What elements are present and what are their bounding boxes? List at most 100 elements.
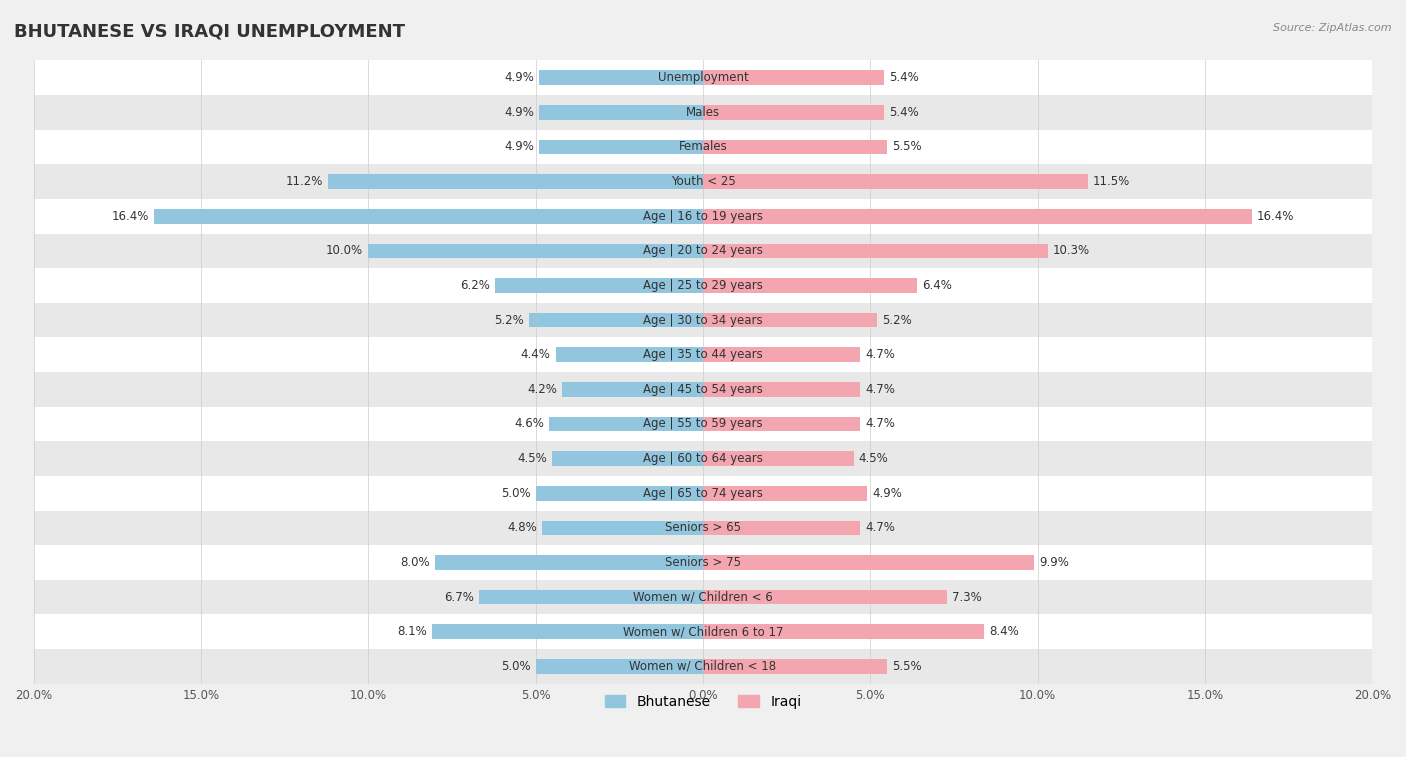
Bar	[703, 486, 868, 500]
Bar	[34, 580, 1372, 615]
Bar	[34, 61, 1372, 95]
Text: 4.7%: 4.7%	[865, 522, 896, 534]
Legend: Bhutanese, Iraqi: Bhutanese, Iraqi	[599, 689, 807, 714]
Text: 10.0%: 10.0%	[326, 245, 363, 257]
Bar	[555, 347, 703, 362]
Text: 11.2%: 11.2%	[285, 175, 323, 188]
Text: 5.0%: 5.0%	[501, 660, 530, 673]
Bar	[703, 382, 860, 397]
Text: 4.5%: 4.5%	[859, 452, 889, 465]
Bar	[328, 174, 703, 189]
Text: Seniors > 75: Seniors > 75	[665, 556, 741, 569]
Text: 4.4%: 4.4%	[520, 348, 551, 361]
Bar	[432, 625, 703, 639]
Bar	[703, 105, 884, 120]
Text: 5.4%: 5.4%	[889, 71, 918, 84]
Bar	[34, 372, 1372, 407]
Text: 4.7%: 4.7%	[865, 383, 896, 396]
Text: Age | 60 to 64 years: Age | 60 to 64 years	[643, 452, 763, 465]
Text: BHUTANESE VS IRAQI UNEMPLOYMENT: BHUTANESE VS IRAQI UNEMPLOYMENT	[14, 23, 405, 41]
Text: 7.3%: 7.3%	[952, 590, 983, 603]
Text: 5.5%: 5.5%	[893, 141, 922, 154]
Bar	[703, 313, 877, 327]
Bar	[538, 140, 703, 154]
Bar	[436, 555, 703, 570]
Bar	[703, 244, 1047, 258]
Bar	[34, 338, 1372, 372]
Text: 4.8%: 4.8%	[508, 522, 537, 534]
Text: Males: Males	[686, 106, 720, 119]
Text: 4.7%: 4.7%	[865, 418, 896, 431]
Text: 4.9%: 4.9%	[872, 487, 901, 500]
Bar	[34, 545, 1372, 580]
Bar	[536, 486, 703, 500]
Text: Youth < 25: Youth < 25	[671, 175, 735, 188]
Text: 5.2%: 5.2%	[494, 313, 524, 326]
Bar	[703, 416, 860, 431]
Text: 6.4%: 6.4%	[922, 279, 952, 292]
Bar	[529, 313, 703, 327]
Bar	[703, 70, 884, 85]
Text: Age | 45 to 54 years: Age | 45 to 54 years	[643, 383, 763, 396]
Bar	[495, 279, 703, 293]
Text: 10.3%: 10.3%	[1053, 245, 1090, 257]
Bar	[34, 407, 1372, 441]
Text: 9.9%: 9.9%	[1039, 556, 1070, 569]
Bar	[703, 625, 984, 639]
Text: 5.4%: 5.4%	[889, 106, 918, 119]
Text: Age | 16 to 19 years: Age | 16 to 19 years	[643, 210, 763, 223]
Bar	[536, 659, 703, 674]
Bar	[703, 347, 860, 362]
Bar	[553, 451, 703, 466]
Text: 6.2%: 6.2%	[461, 279, 491, 292]
Text: 8.4%: 8.4%	[990, 625, 1019, 638]
Text: 5.0%: 5.0%	[501, 487, 530, 500]
Bar	[155, 209, 703, 223]
Text: Women w/ Children 6 to 17: Women w/ Children 6 to 17	[623, 625, 783, 638]
Text: Age | 35 to 44 years: Age | 35 to 44 years	[643, 348, 763, 361]
Text: 4.7%: 4.7%	[865, 348, 896, 361]
Text: 8.0%: 8.0%	[401, 556, 430, 569]
Bar	[34, 164, 1372, 199]
Bar	[34, 234, 1372, 268]
Bar	[703, 279, 917, 293]
Text: Age | 55 to 59 years: Age | 55 to 59 years	[643, 418, 763, 431]
Text: 8.1%: 8.1%	[396, 625, 427, 638]
Bar	[368, 244, 703, 258]
Text: 4.9%: 4.9%	[505, 71, 534, 84]
Text: Women w/ Children < 18: Women w/ Children < 18	[630, 660, 776, 673]
Bar	[703, 555, 1035, 570]
Text: 5.5%: 5.5%	[893, 660, 922, 673]
Bar	[703, 209, 1251, 223]
Text: Unemployment: Unemployment	[658, 71, 748, 84]
Text: Age | 20 to 24 years: Age | 20 to 24 years	[643, 245, 763, 257]
Bar	[34, 510, 1372, 545]
Bar	[34, 95, 1372, 129]
Text: 4.9%: 4.9%	[505, 106, 534, 119]
Bar	[543, 521, 703, 535]
Text: Seniors > 65: Seniors > 65	[665, 522, 741, 534]
Bar	[538, 105, 703, 120]
Text: Age | 30 to 34 years: Age | 30 to 34 years	[643, 313, 763, 326]
Bar	[34, 476, 1372, 510]
Bar	[34, 268, 1372, 303]
Text: 4.6%: 4.6%	[515, 418, 544, 431]
Text: Females: Females	[679, 141, 727, 154]
Text: Women w/ Children < 6: Women w/ Children < 6	[633, 590, 773, 603]
Bar	[703, 659, 887, 674]
Bar	[562, 382, 703, 397]
Text: 6.7%: 6.7%	[444, 590, 474, 603]
Text: Age | 65 to 74 years: Age | 65 to 74 years	[643, 487, 763, 500]
Bar	[538, 70, 703, 85]
Bar	[703, 590, 948, 604]
Bar	[478, 590, 703, 604]
Text: 4.9%: 4.9%	[505, 141, 534, 154]
Bar	[703, 174, 1088, 189]
Bar	[548, 416, 703, 431]
Bar	[703, 451, 853, 466]
Bar	[703, 521, 860, 535]
Text: 11.5%: 11.5%	[1092, 175, 1130, 188]
Bar	[703, 140, 887, 154]
Bar	[34, 441, 1372, 476]
Text: 4.5%: 4.5%	[517, 452, 547, 465]
